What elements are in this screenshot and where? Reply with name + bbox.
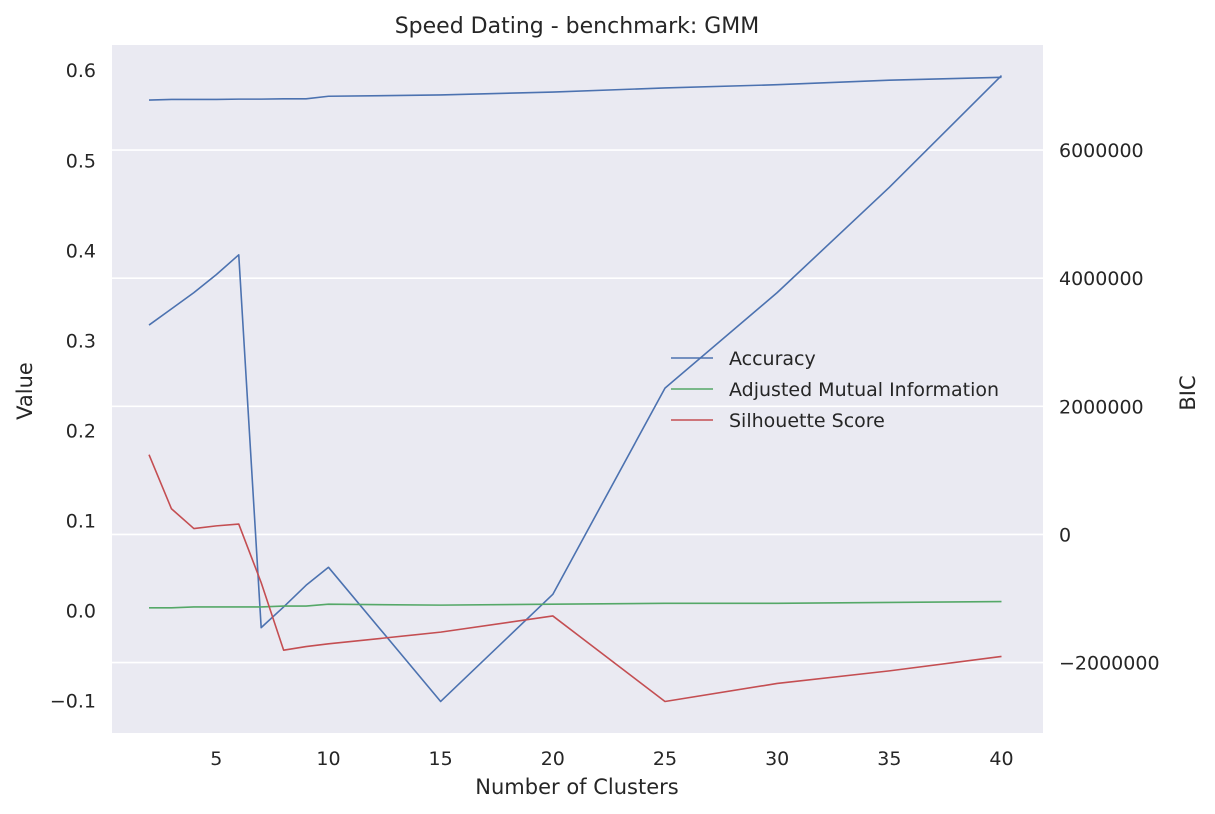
y-axis-label: Value [13,362,37,420]
legend-label: Adjusted Mutual Information [729,379,999,401]
y2-axis-label: BIC [1176,375,1200,410]
x-axis-label: Number of Clusters [475,775,678,799]
plot-area [112,45,1043,733]
y2-tick-label: 0 [1059,524,1071,546]
y-tick-label: 0.6 [66,60,96,82]
x-axis: 5 10 15 20 25 30 35 40 [210,748,1013,770]
series-line-0 [148,75,1003,703]
y-tick-label: 0.0 [66,601,96,623]
y-tick-label: −0.1 [50,691,96,713]
chart-title: Speed Dating - benchmark: GMM [395,14,760,39]
y2-tick-label: 2000000 [1059,396,1144,418]
legend: Accuracy Adjusted Mutual Information Silho… [671,348,999,432]
y-tick-label: 0.5 [66,150,96,172]
legend-label: Accuracy [729,348,816,370]
legend-label: Silhouette Score [729,410,885,432]
x-tick-label: 25 [653,748,677,770]
series-line-3 [148,76,1002,101]
series-line-2 [148,454,1002,703]
y-tick-label: 0.2 [66,420,96,442]
x-tick-label: 40 [989,748,1013,770]
grid [112,149,1043,664]
y2-axis: −2000000 0 2000000 4000000 6000000 [1059,140,1160,674]
x-tick-label: 30 [765,748,789,770]
series-layer [148,75,1003,703]
y-tick-label: 0.1 [66,510,96,532]
x-tick-label: 35 [877,748,901,770]
y2-tick-label: 6000000 [1059,140,1144,162]
y2-tick-label: 4000000 [1059,268,1144,290]
y-tick-label: 0.3 [66,330,96,352]
y-axis: −0.1 0.0 0.1 0.2 0.3 0.4 0.5 0.6 [50,60,96,712]
series-line-1 [149,600,1002,609]
x-tick-label: 5 [210,748,222,770]
x-tick-label: 20 [541,748,565,770]
x-tick-label: 10 [316,748,340,770]
y2-tick-label: −2000000 [1059,653,1160,675]
x-tick-label: 15 [429,748,453,770]
y-tick-label: 0.4 [66,240,96,262]
